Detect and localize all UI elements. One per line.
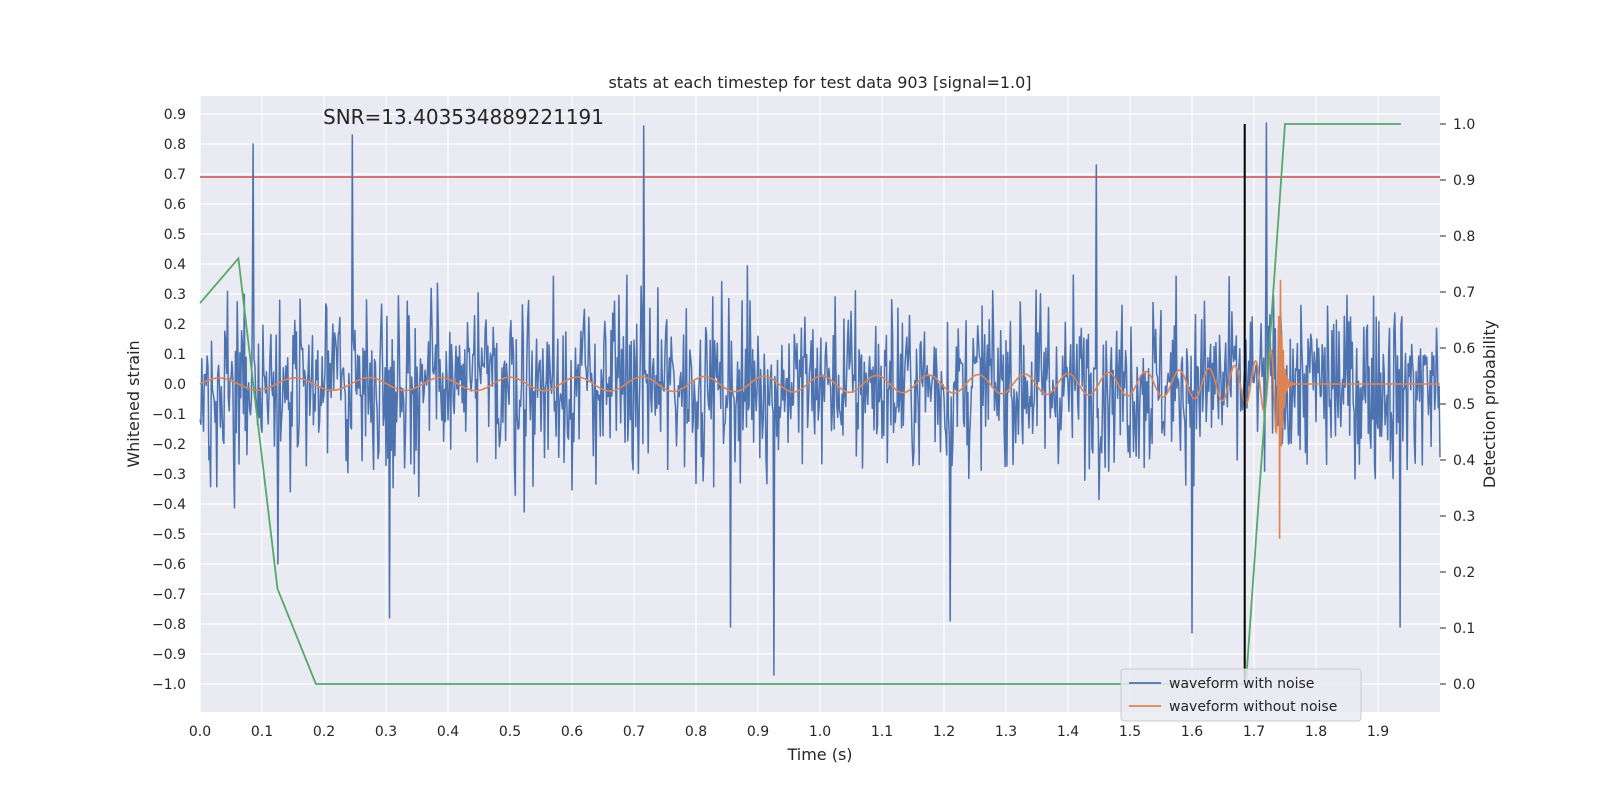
x-tick-label: 1.7 — [1243, 724, 1265, 740]
x-tick-label: 1.3 — [995, 724, 1017, 740]
y-tick-label: −0.9 — [152, 647, 186, 663]
x-tick-label: 1.8 — [1305, 724, 1327, 740]
x-tick-label: 0.4 — [437, 724, 459, 740]
y-tick-label: 0.1 — [164, 347, 186, 363]
y-tick-label: −0.3 — [152, 467, 186, 483]
y-tick-label: −0.2 — [152, 437, 186, 453]
data-layer — [199, 122, 1441, 685]
y-tick-label: 0.8 — [164, 137, 186, 153]
x-tick-label: 0.3 — [375, 724, 397, 740]
y2-tick-label: 0.1 — [1453, 621, 1475, 637]
y-tick-label: −0.6 — [152, 557, 186, 573]
x-tick-label: 1.2 — [933, 724, 955, 740]
x-tick-label: 0.6 — [561, 724, 583, 740]
y-tick-label: −0.5 — [152, 527, 186, 543]
y2-tick-label: 0.5 — [1453, 397, 1475, 413]
x-tick-label: 0.8 — [685, 724, 707, 740]
y2-tick-label: 0.0 — [1453, 677, 1475, 693]
series-waveform-with-noise — [199, 122, 1441, 676]
x-tick-label: 1.9 — [1367, 724, 1389, 740]
y-ticks: 0.9 0.8 0.7 0.6 0.5 0.4 0.3 0.2 0.1 0.0 −0.1 −0.2 −0… — [152, 107, 186, 693]
x-tick-label: 1.6 — [1181, 724, 1203, 740]
x-axis-title: Time (s) — [786, 745, 852, 764]
x-tick-label: 0.2 — [313, 724, 335, 740]
series-waveform-without-noise — [199, 279, 1440, 539]
y2-axis-title: Detection probability — [1480, 320, 1499, 488]
y-tick-label: 0.0 — [164, 377, 186, 393]
x-tick-label: 0.1 — [251, 724, 273, 740]
chart-title: stats at each timestep for test data 903… — [608, 73, 1031, 92]
x-tick-label: 1.4 — [1057, 724, 1079, 740]
y-tick-label: −0.1 — [152, 407, 186, 423]
y2-tick-label: 0.2 — [1453, 565, 1475, 581]
snr-annotation: SNR=13.403534889221191 — [323, 105, 604, 129]
legend-box — [1120, 668, 1362, 722]
y2-tick-label: 0.8 — [1453, 229, 1475, 245]
y2-tick-label: 0.4 — [1453, 453, 1475, 469]
x-tick-label: 1.5 — [1119, 724, 1141, 740]
x-ticks: 0.0 0.1 0.2 0.3 0.4 0.5 0.6 0.7 0.8 0.9 1.0 1.1 1.2 1… — [189, 724, 1389, 740]
x-tick-label: 1.0 — [809, 724, 831, 740]
y-tick-label: −1.0 — [152, 677, 186, 693]
series-detection-probability — [199, 123, 1401, 685]
y-axis-title: Whitened strain — [124, 340, 143, 467]
y2-tick-label: 0.3 — [1453, 509, 1475, 525]
legend: waveform with noise waveform without noi… — [1120, 668, 1362, 722]
x-tick-label: 0.7 — [623, 724, 645, 740]
legend-label-noise: waveform with noise — [1169, 676, 1314, 692]
legend-label-clean: waveform without noise — [1169, 699, 1337, 715]
x-tick-label: 1.1 — [871, 724, 893, 740]
y-tick-label: 0.7 — [164, 167, 186, 183]
y-tick-label: 0.3 — [164, 287, 186, 303]
y-tick-label: 0.9 — [164, 107, 186, 123]
y2-tick-label: 1.0 — [1453, 117, 1475, 133]
y-tick-label: 0.4 — [164, 257, 186, 273]
y2-tick-label: 0.7 — [1453, 285, 1475, 301]
y-tick-label: 0.2 — [164, 317, 186, 333]
y-tick-label: −0.4 — [152, 497, 186, 513]
y-tick-label: −0.7 — [152, 587, 186, 603]
y2-ticks: 1.0 0.9 0.8 0.7 0.6 0.5 0.4 0.3 0.2 0.1 0.0 — [1440, 117, 1475, 693]
x-tick-label: 0.9 — [747, 724, 769, 740]
x-tick-label: 0.5 — [499, 724, 521, 740]
y-tick-label: 0.5 — [164, 227, 186, 243]
y2-tick-label: 0.9 — [1453, 173, 1475, 189]
y-tick-label: 0.6 — [164, 197, 186, 213]
y2-tick-label: 0.6 — [1453, 341, 1475, 357]
x-tick-label: 0.0 — [189, 724, 211, 740]
y-tick-label: −0.8 — [152, 617, 186, 633]
